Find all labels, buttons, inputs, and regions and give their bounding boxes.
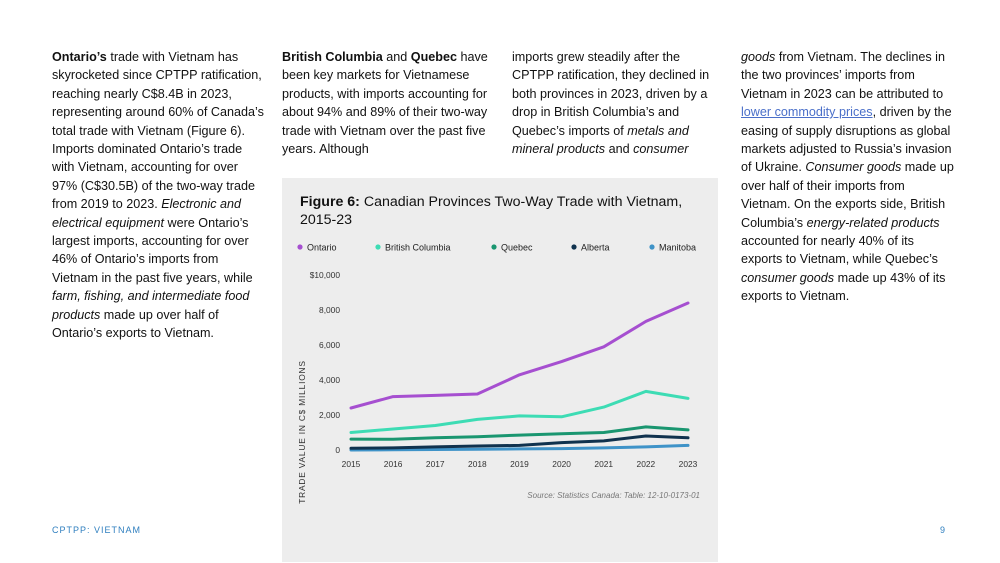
chart-title: Figure 6: Canadian Provinces Two-Way Tra… xyxy=(300,193,700,229)
paragraph-declines: goods from Vietnam. The declines in the … xyxy=(741,48,956,306)
italic-span: Electronic and electrical equipment xyxy=(52,197,242,230)
text-span: made up 43% of its exports to Vietnam. xyxy=(741,270,946,304)
legend-marker xyxy=(375,244,381,250)
y-tick-label: 0 xyxy=(335,445,340,455)
bold-ontario: Ontario’s xyxy=(52,50,107,64)
italic-span: consumer goods xyxy=(741,270,835,285)
legend-label: Alberta xyxy=(581,243,610,253)
text-span: , driven by the easing of supply disrupt… xyxy=(741,105,952,175)
chart-panel xyxy=(282,178,718,562)
legend-marker xyxy=(649,244,655,250)
bold-british-columbia: British Columbia xyxy=(282,50,383,64)
x-tick-label: 2023 xyxy=(679,459,698,469)
series-lines xyxy=(349,301,690,452)
paragraph-ontario: Ontario’s trade with Vietnam has skyrock… xyxy=(52,48,264,343)
y-tick-label: $10,000 xyxy=(310,270,341,280)
series-line-ontario xyxy=(349,301,690,410)
text-span: made up over half of Ontario’s exports t… xyxy=(52,307,219,341)
text-span: and xyxy=(605,142,634,157)
legend-label: Quebec xyxy=(501,243,533,253)
text-span: made up over half of their imports from … xyxy=(741,160,954,230)
text-span: were Ontario’s largest imports, accounti… xyxy=(52,215,253,285)
text-column-3: imports grew steadily after the CPTPP ra… xyxy=(512,48,724,158)
x-tick-label: 2022 xyxy=(637,459,656,469)
y-axis: 0 2,000 4,000 6,000 8,000 $10,000 xyxy=(310,270,341,455)
lower-commodity-prices-link[interactable]: lower commodity prices xyxy=(741,105,873,120)
x-tick-label: 2017 xyxy=(426,459,445,469)
legend-label: British Columbia xyxy=(385,243,451,253)
series-line-quebec xyxy=(349,425,690,441)
italic-span: goods xyxy=(741,50,776,64)
y-tick-label: 4,000 xyxy=(319,375,340,385)
series-line-manitoba xyxy=(349,443,690,452)
text-span: have been key markets for Vietnamese pro… xyxy=(282,50,488,157)
x-tick-label: 2019 xyxy=(510,459,529,469)
x-tick-label: 2018 xyxy=(468,459,487,469)
legend-marker xyxy=(297,244,303,250)
legend-label: Ontario xyxy=(307,243,337,253)
figure-title-text: Canadian Provinces Two-Way Trade with Vi… xyxy=(300,194,683,228)
y-tick-label: 8,000 xyxy=(319,305,340,315)
x-tick-label: 2020 xyxy=(552,459,571,469)
series-line-british-columbia xyxy=(349,389,690,434)
line-chart: Ontario British Columbia Quebec Alberta Mani… xyxy=(297,243,700,504)
x-tick-label: 2015 xyxy=(342,459,361,469)
y-tick-label: 6,000 xyxy=(319,340,340,350)
paragraph-bc-quebec: British Columbia and Quebec have been ke… xyxy=(282,48,494,158)
legend-marker xyxy=(571,244,577,250)
text-span: from Vietnam. The declines in the two pr… xyxy=(741,50,945,101)
bold-quebec: Quebec xyxy=(410,50,457,64)
series-line-alberta xyxy=(349,434,690,450)
page-number: 9 xyxy=(940,525,946,535)
text-span: imports grew steadily after the CPTPP ra… xyxy=(512,50,710,138)
italic-span: consumer xyxy=(633,142,689,157)
chart-legend: Ontario British Columbia Quebec Alberta Mani… xyxy=(297,243,696,253)
chart-source: Source: Statistics Canada: Table: 12-10-… xyxy=(527,491,700,500)
y-tick-label: 2,000 xyxy=(319,410,340,420)
paragraph-imports: imports grew steadily after the CPTPP ra… xyxy=(512,48,724,158)
text-span: and xyxy=(382,50,411,64)
legend-marker xyxy=(491,244,497,250)
text-span: trade with Vietnam has skyrocketed since… xyxy=(52,50,264,212)
x-tick-label: 2021 xyxy=(594,459,613,469)
footer-doc-title: CPTPP: VIETNAM xyxy=(52,525,142,535)
italic-span: metals and mineral products xyxy=(512,123,689,157)
text-span: accounted for nearly 40% of its exports … xyxy=(741,234,938,267)
text-column-1: Ontario’s trade with Vietnam has skyrock… xyxy=(52,48,264,343)
italic-span: Consumer goods xyxy=(805,160,902,175)
text-column-2: British Columbia and Quebec have been ke… xyxy=(282,48,494,158)
x-axis: 2015 2016 2017 2018 2019 2020 2021 2022 2023 xyxy=(342,459,698,469)
italic-span: energy-related products xyxy=(806,215,940,230)
italic-span: farm, fishing, and intermediate food pro… xyxy=(52,289,250,322)
y-axis-label: TRADE VALUE IN C$ MILLIONS xyxy=(297,360,307,504)
legend-label: Manitoba xyxy=(659,243,696,253)
text-column-4: goods from Vietnam. The declines in the … xyxy=(741,48,956,306)
x-tick-label: 2016 xyxy=(384,459,403,469)
figure-label: Figure 6: xyxy=(300,194,360,210)
